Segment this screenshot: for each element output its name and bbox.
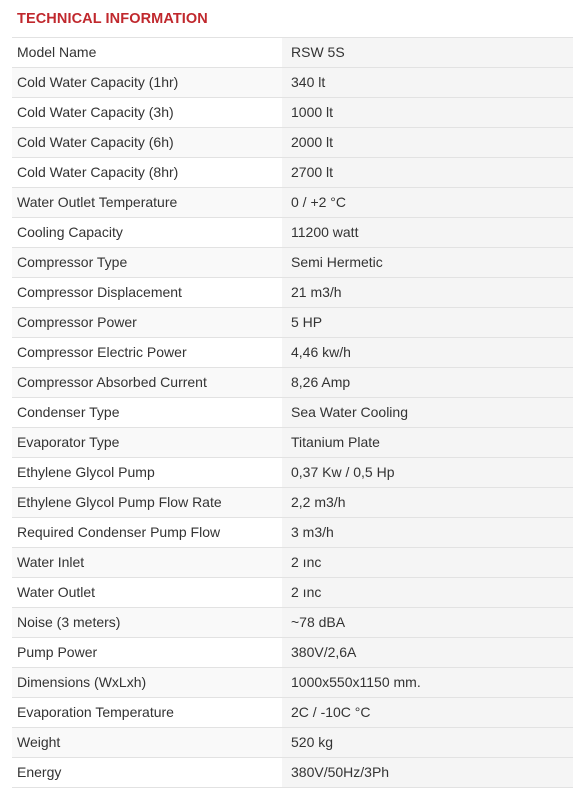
table-row: Water Outlet Temperature 0 / +2 °C <box>12 187 573 218</box>
spec-label: Cold Water Capacity (3h) <box>12 97 282 128</box>
table-row: Water Inlet 2 ınc <box>12 547 573 578</box>
spec-label: Weight <box>12 727 282 758</box>
spec-value: 380V/50Hz/3Ph <box>282 757 573 788</box>
spec-value: Semi Hermetic <box>282 247 573 278</box>
table-row: Cold Water Capacity (1hr) 340 lt <box>12 67 573 98</box>
spec-label: Noise (3 meters) <box>12 607 282 638</box>
spec-label: Ethylene Glycol Pump Flow Rate <box>12 487 282 518</box>
spec-value: RSW 5S <box>282 37 573 68</box>
spec-label: Water Outlet <box>12 577 282 608</box>
table-row: Ethylene Glycol Pump 0,37 Kw / 0,5 Hp <box>12 457 573 488</box>
spec-label: Compressor Power <box>12 307 282 338</box>
spec-value: 2 ınc <box>282 577 573 608</box>
spec-label: Compressor Displacement <box>12 277 282 308</box>
spec-value: 5 HP <box>282 307 573 338</box>
table-row: Dimensions (WxLxh) 1000x550x1150 mm. <box>12 667 573 698</box>
table-row: Compressor Absorbed Current 8,26 Amp <box>12 367 573 398</box>
spec-value: Titanium Plate <box>282 427 573 458</box>
spec-label: Model Name <box>12 37 282 68</box>
spec-value: 4,46 kw/h <box>282 337 573 368</box>
spec-label: Condenser Type <box>12 397 282 428</box>
spec-value: 1000x550x1150 mm. <box>282 667 573 698</box>
table-row: Cold Water Capacity (3h) 1000 lt <box>12 97 573 128</box>
spec-label: Water Inlet <box>12 547 282 578</box>
table-row: Evaporation Temperature 2C / -10C °C <box>12 697 573 728</box>
spec-label: Compressor Type <box>12 247 282 278</box>
spec-value: 1000 lt <box>282 97 573 128</box>
spec-table: Model Name RSW 5S Cold Water Capacity (1h… <box>12 37 573 788</box>
spec-value: 11200 watt <box>282 217 573 248</box>
table-row: Evaporator Type Titanium Plate <box>12 427 573 458</box>
table-row: Model Name RSW 5S <box>12 37 573 68</box>
spec-label: Cold Water Capacity (1hr) <box>12 67 282 98</box>
spec-label: Cold Water Capacity (8hr) <box>12 157 282 188</box>
spec-label: Water Outlet Temperature <box>12 187 282 218</box>
table-row: Noise (3 meters) ~78 dBA <box>12 607 573 638</box>
table-row: Cooling Capacity 11200 watt <box>12 217 573 248</box>
spec-label: Dimensions (WxLxh) <box>12 667 282 698</box>
spec-value: 8,26 Amp <box>282 367 573 398</box>
spec-label: Required Condenser Pump Flow <box>12 517 282 548</box>
table-row: Compressor Electric Power 4,46 kw/h <box>12 337 573 368</box>
spec-label: Evaporation Temperature <box>12 697 282 728</box>
spec-label: Evaporator Type <box>12 427 282 458</box>
table-row: Required Condenser Pump Flow 3 m3/h <box>12 517 573 548</box>
spec-value: 380V/2,6A <box>282 637 573 668</box>
table-row: Compressor Power 5 HP <box>12 307 573 338</box>
spec-value: 21 m3/h <box>282 277 573 308</box>
table-row: Cold Water Capacity (8hr) 2700 lt <box>12 157 573 188</box>
spec-value: Sea Water Cooling <box>282 397 573 428</box>
spec-value: 2700 lt <box>282 157 573 188</box>
table-row: Cold Water Capacity (6h) 2000 lt <box>12 127 573 158</box>
table-row: Condenser Type Sea Water Cooling <box>12 397 573 428</box>
spec-value: 0,37 Kw / 0,5 Hp <box>282 457 573 488</box>
section-heading: TECHNICAL INFORMATION <box>17 11 208 27</box>
spec-value: 2C / -10C °C <box>282 697 573 728</box>
table-row: Compressor Type Semi Hermetic <box>12 247 573 278</box>
table-row: Energy 380V/50Hz/3Ph <box>12 757 573 788</box>
table-row: Weight 520 kg <box>12 727 573 758</box>
spec-label: Cooling Capacity <box>12 217 282 248</box>
table-row: Compressor Displacement 21 m3/h <box>12 277 573 308</box>
table-row: Pump Power 380V/2,6A <box>12 637 573 668</box>
spec-label: Pump Power <box>12 637 282 668</box>
spec-label: Compressor Absorbed Current <box>12 367 282 398</box>
spec-value: ~78 dBA <box>282 607 573 638</box>
spec-value: 2000 lt <box>282 127 573 158</box>
spec-label: Energy <box>12 757 282 788</box>
spec-value: 340 lt <box>282 67 573 98</box>
spec-value: 520 kg <box>282 727 573 758</box>
spec-label: Ethylene Glycol Pump <box>12 457 282 488</box>
spec-label: Compressor Electric Power <box>12 337 282 368</box>
table-row: Ethylene Glycol Pump Flow Rate 2,2 m3/h <box>12 487 573 518</box>
spec-label: Cold Water Capacity (6h) <box>12 127 282 158</box>
spec-table-body: Model Name RSW 5S Cold Water Capacity (1h… <box>12 37 573 788</box>
table-row: Water Outlet 2 ınc <box>12 577 573 608</box>
spec-value: 2 ınc <box>282 547 573 578</box>
spec-value: 0 / +2 °C <box>282 187 573 218</box>
spec-value: 2,2 m3/h <box>282 487 573 518</box>
spec-value: 3 m3/h <box>282 517 573 548</box>
